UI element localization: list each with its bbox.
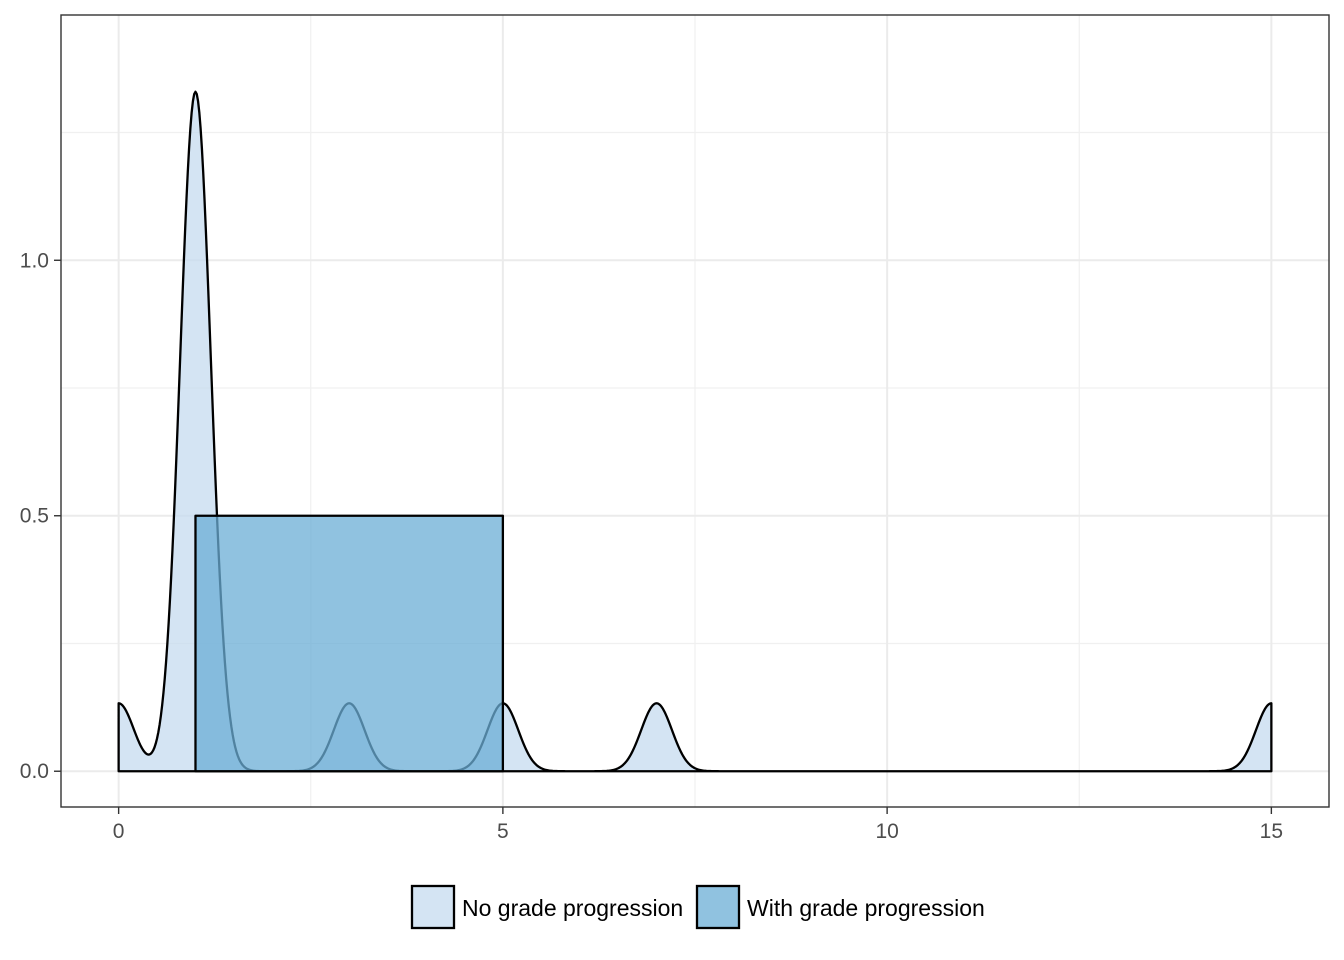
panel-border — [60, 14, 1330, 808]
series-layer — [117, 90, 1273, 773]
legend-key-no-grade-progression — [410, 884, 456, 930]
x-axis: 0 5 10 15 — [113, 807, 1283, 843]
x-tick-label: 5 — [497, 820, 509, 843]
legend-label-with-grade-progression: With grade progression — [747, 895, 985, 921]
x-tick-label: 15 — [1260, 820, 1283, 843]
x-tick-label: 10 — [875, 820, 898, 843]
y-axis: 0.0 0.5 1.0 — [20, 249, 61, 783]
legend: No grade progression With grade progressi… — [410, 884, 985, 930]
series-with-grade-progression-area — [194, 514, 505, 773]
y-tick-label: 1.0 — [20, 249, 49, 272]
legend-label-no-grade-progression: No grade progression — [462, 895, 683, 921]
x-tick-label: 0 — [113, 820, 125, 843]
legend-key-with-grade-progression — [695, 884, 741, 930]
y-tick-label: 0.0 — [20, 760, 49, 783]
y-tick-label: 0.5 — [20, 505, 49, 528]
